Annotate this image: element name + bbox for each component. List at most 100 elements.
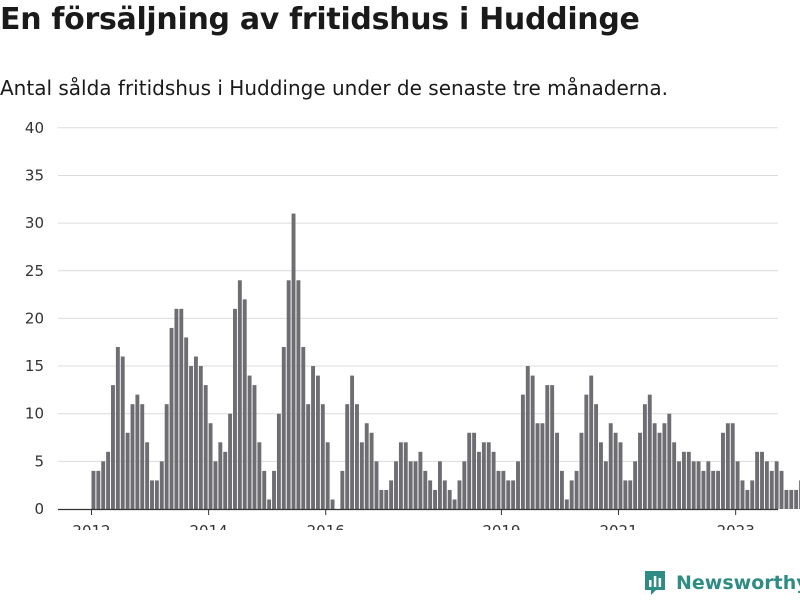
bar bbox=[462, 461, 467, 509]
bar bbox=[677, 461, 681, 509]
bar bbox=[711, 470, 716, 509]
bar bbox=[169, 327, 174, 509]
bar bbox=[101, 461, 106, 509]
bar bbox=[686, 451, 691, 509]
bar bbox=[652, 423, 657, 509]
bar bbox=[130, 404, 135, 509]
y-tick-label: 25 bbox=[25, 262, 44, 280]
y-axis-tick-labels: 0 5 10 15 20 25 30 35 40 bbox=[25, 119, 44, 518]
bar bbox=[350, 375, 355, 509]
chart-title: En försäljning av fritidshus i Huddinge bbox=[0, 2, 640, 37]
y-tick-label: 40 bbox=[25, 119, 44, 137]
bar bbox=[520, 394, 525, 509]
bar bbox=[535, 423, 540, 509]
bar bbox=[477, 451, 481, 509]
bar bbox=[398, 442, 403, 509]
bar bbox=[291, 213, 296, 509]
bar bbox=[628, 480, 633, 509]
bar bbox=[96, 470, 101, 509]
bar bbox=[106, 451, 111, 509]
bar bbox=[481, 442, 486, 509]
bar bbox=[555, 432, 559, 509]
bar bbox=[691, 461, 696, 509]
x-tick-label: 2016 bbox=[307, 522, 345, 530]
bar bbox=[594, 404, 599, 509]
bar bbox=[257, 442, 262, 509]
bar bbox=[174, 308, 179, 509]
bar bbox=[237, 280, 242, 509]
bar bbox=[311, 366, 315, 509]
bar bbox=[657, 432, 662, 509]
bar bbox=[272, 470, 276, 509]
bar bbox=[501, 470, 506, 509]
bar bbox=[457, 480, 462, 509]
bar bbox=[730, 423, 735, 509]
bar bbox=[750, 480, 755, 509]
bar bbox=[208, 423, 213, 509]
bar bbox=[784, 489, 789, 509]
bar bbox=[735, 461, 740, 509]
bar bbox=[437, 461, 442, 509]
bar bbox=[745, 489, 750, 509]
x-tick-label: 2021 bbox=[599, 522, 637, 530]
brand-name: Newsworthy bbox=[676, 572, 800, 594]
bar bbox=[672, 442, 677, 509]
bar bbox=[442, 480, 447, 509]
bar bbox=[516, 461, 520, 509]
bar bbox=[262, 470, 267, 509]
bar bbox=[91, 470, 96, 509]
x-tick-label: 2023 bbox=[717, 522, 755, 530]
bar bbox=[164, 404, 169, 509]
bar bbox=[774, 461, 779, 509]
bar bbox=[145, 442, 150, 509]
bar bbox=[281, 346, 286, 509]
bar bbox=[242, 299, 247, 509]
bar bbox=[589, 375, 594, 509]
bar bbox=[296, 280, 301, 509]
bar bbox=[330, 499, 335, 509]
chart-subtitle: Antal sålda fritidshus i Huddinge under … bbox=[0, 76, 668, 100]
x-tick-label: 2019 bbox=[482, 522, 520, 530]
bar bbox=[613, 432, 618, 509]
bar bbox=[584, 394, 589, 509]
bar bbox=[228, 413, 233, 509]
bar bbox=[716, 470, 721, 509]
bar bbox=[603, 461, 608, 509]
bar bbox=[159, 461, 164, 509]
bar bbox=[223, 451, 228, 509]
x-tick-label: 2012 bbox=[72, 522, 110, 530]
bar bbox=[725, 423, 730, 509]
bar bbox=[325, 442, 330, 509]
newsworthy-logo-icon bbox=[645, 571, 665, 595]
bar bbox=[403, 442, 408, 509]
bar bbox=[198, 366, 203, 509]
bar bbox=[394, 461, 398, 509]
bar bbox=[574, 470, 579, 509]
bar bbox=[111, 385, 115, 509]
bar bbox=[545, 385, 550, 509]
bar bbox=[569, 480, 574, 509]
bar bbox=[511, 480, 516, 509]
bar bbox=[472, 432, 477, 509]
bar bbox=[359, 442, 364, 509]
bar bbox=[369, 432, 374, 509]
bar bbox=[779, 470, 784, 509]
bar bbox=[345, 404, 350, 509]
bar bbox=[540, 423, 545, 509]
bar bbox=[408, 461, 413, 509]
bar bbox=[150, 480, 154, 509]
bar bbox=[789, 489, 794, 509]
bar bbox=[306, 404, 311, 509]
bar bbox=[389, 480, 394, 509]
bar bbox=[320, 404, 325, 509]
bar bbox=[608, 423, 613, 509]
bar bbox=[760, 451, 764, 509]
bar bbox=[384, 489, 389, 509]
y-tick-label: 15 bbox=[25, 357, 44, 375]
bar bbox=[179, 308, 184, 509]
y-tick-label: 10 bbox=[25, 405, 44, 423]
bar bbox=[193, 356, 198, 509]
bar bbox=[140, 404, 145, 509]
bar bbox=[491, 451, 496, 509]
bar bbox=[340, 470, 345, 509]
